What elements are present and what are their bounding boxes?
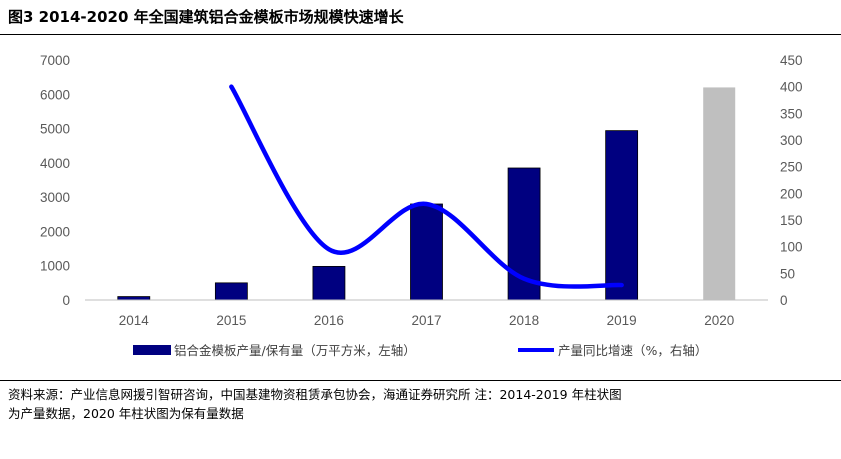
bar-2019: [605, 130, 639, 301]
right-tick-label: 300: [780, 133, 803, 148]
x-tick-label: 2014: [119, 313, 150, 328]
bar-2015: [214, 282, 248, 301]
left-tick-label: 4000: [40, 156, 70, 171]
right-tick-label: 400: [780, 80, 803, 95]
x-tick-label: 2017: [411, 313, 441, 328]
right-tick-label: 450: [780, 53, 803, 68]
right-tick-label: 0: [780, 293, 788, 308]
source-line-1: 资料来源：产业信息网援引智研咨询，中国基建物资租赁承包协会，海通证券研究所 注：…: [8, 387, 622, 402]
bar-2016: [312, 265, 346, 301]
chart: 0 1000 2000 3000 4000 5000 6000 7000 0 50 100 150 2…: [40, 53, 803, 358]
top-rule: [0, 34, 841, 35]
left-tick-label: 1000: [40, 259, 70, 274]
left-tick-label: 5000: [40, 122, 70, 137]
left-tick-label: 6000: [40, 87, 70, 102]
legend: 铝合金模板产量/保有量（万平方米，左轴） 产量同比增速（%，右轴）: [133, 343, 707, 358]
bar-2020: [703, 87, 736, 300]
left-tick-label: 2000: [40, 224, 70, 239]
left-tick-label: 7000: [40, 53, 70, 68]
left-tick-label: 3000: [40, 190, 70, 205]
source-line-2: 为产量数据，2020 年柱状图为保有量数据: [8, 406, 244, 421]
bar-2014: [117, 296, 151, 301]
right-tick-label: 150: [780, 213, 803, 228]
left-axis-ticks: 0 1000 2000 3000 4000 5000 6000 7000: [40, 53, 70, 308]
legend-swatch-production: [133, 345, 171, 355]
bottom-rule: [0, 380, 841, 381]
x-tick-label: 2016: [314, 313, 344, 328]
right-tick-label: 100: [780, 240, 803, 255]
right-axis-ticks: 0 50 100 150 200 250 300 350 400 450: [780, 53, 803, 308]
growth-line-layer: [229, 84, 624, 289]
source-note: 资料来源：产业信息网援引智研咨询，中国基建物资租赁承包协会，海通证券研究所 注：…: [8, 385, 828, 423]
bars: [117, 87, 736, 301]
x-tick-label: 2020: [704, 313, 734, 328]
legend-label-production: 铝合金模板产量/保有量（万平方米，左轴）: [174, 343, 416, 358]
x-tick-label: 2018: [509, 313, 539, 328]
right-tick-label: 200: [780, 186, 803, 201]
growth-rate-line: [229, 84, 624, 289]
right-tick-label: 250: [780, 160, 803, 175]
x-tick-label: 2015: [216, 313, 246, 328]
left-tick-label: 0: [62, 293, 70, 308]
right-tick-label: 50: [780, 266, 795, 281]
chart-title: 图3 2014-2020 年全国建筑铝合金模板市场规模快速增长: [8, 8, 404, 26]
right-tick-label: 350: [780, 106, 803, 121]
bar-2017: [410, 203, 443, 301]
legend-label-growth: 产量同比增速（%，右轴）: [558, 343, 707, 358]
x-axis-ticks: 2014 2015 2016 2017 2018 2019 2020: [119, 313, 734, 328]
x-tick-label: 2019: [607, 313, 637, 328]
